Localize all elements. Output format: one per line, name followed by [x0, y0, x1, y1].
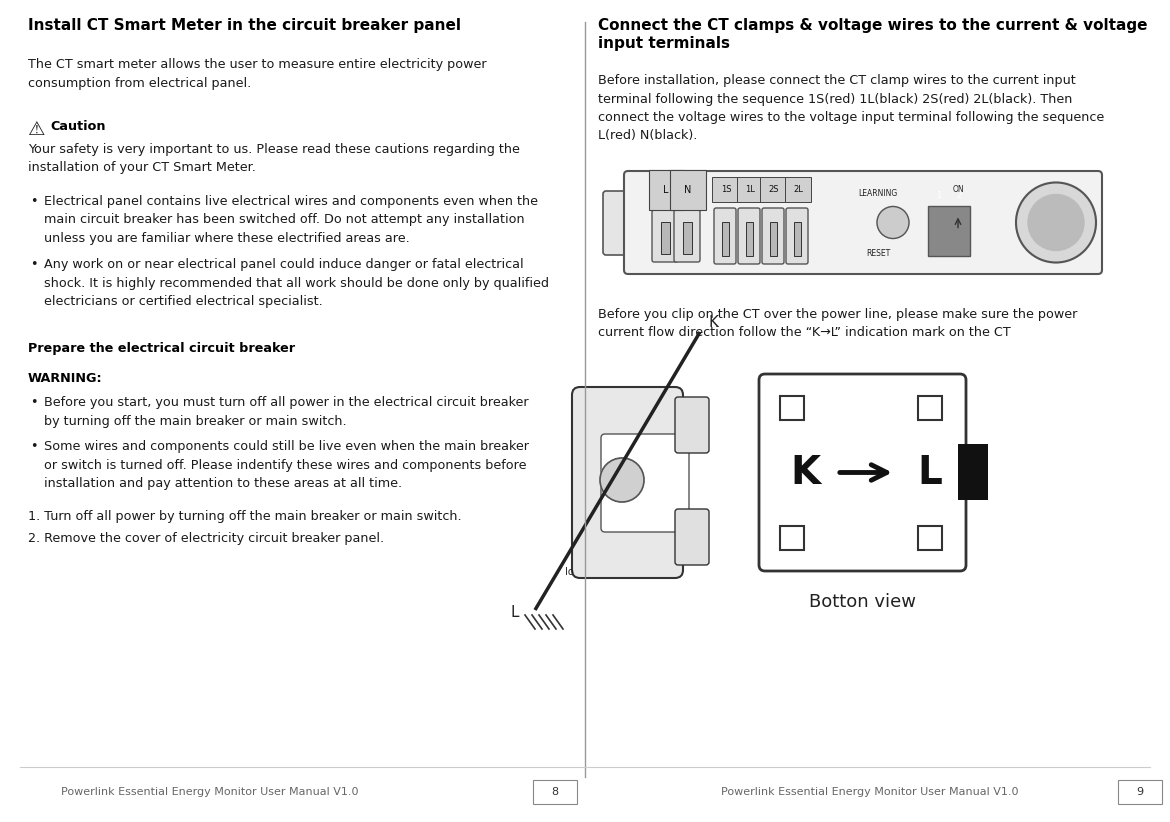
Text: 1. Turn off all power by turning off the main breaker or main switch.: 1. Turn off all power by turning off the…	[28, 510, 462, 523]
FancyBboxPatch shape	[603, 191, 633, 255]
Text: Before you clip on the CT over the power line, please make sure the power: Before you clip on the CT over the power…	[598, 308, 1078, 321]
Text: Electrical panel contains live electrical wires and components even when the
mai: Electrical panel contains live electrica…	[44, 195, 538, 245]
Text: 2. Remove the cover of electricity circuit breaker panel.: 2. Remove the cover of electricity circu…	[28, 532, 384, 545]
FancyBboxPatch shape	[762, 208, 784, 264]
Text: Prepare the electrical circuit breaker: Prepare the electrical circuit breaker	[28, 342, 295, 355]
Text: •: •	[30, 258, 37, 271]
Text: WARNING:: WARNING:	[28, 372, 103, 385]
Text: •: •	[30, 396, 37, 409]
Text: The CT smart meter allows the user to measure entire electricity power
consumpti: The CT smart meter allows the user to me…	[28, 58, 487, 90]
Text: Before installation, please connect the CT clamp wires to the current input
term: Before installation, please connect the …	[598, 74, 1104, 142]
Text: input terminals: input terminals	[598, 36, 730, 51]
Bar	[780, 526, 804, 550]
Text: •: •	[30, 440, 37, 453]
Text: Connect the CT clamps & voltage wires to the current & voltage: Connect the CT clamps & voltage wires to…	[598, 18, 1148, 33]
Text: •: •	[30, 195, 37, 208]
FancyBboxPatch shape	[652, 210, 677, 262]
Text: Some wires and components could still be live even when the main breaker
or swit: Some wires and components could still be…	[44, 440, 529, 490]
FancyBboxPatch shape	[675, 397, 709, 453]
Text: L: L	[510, 605, 519, 620]
Text: ⚠: ⚠	[28, 120, 46, 139]
Text: RESET: RESET	[866, 249, 890, 258]
Text: LEARNING: LEARNING	[859, 189, 897, 198]
FancyBboxPatch shape	[738, 208, 760, 264]
Bar	[661, 222, 670, 254]
Bar	[794, 222, 801, 256]
FancyBboxPatch shape	[759, 374, 966, 571]
Text: Any work on or near electrical panel could induce danger or fatal electrical
sho: Any work on or near electrical panel cou…	[44, 258, 549, 308]
FancyBboxPatch shape	[572, 387, 683, 578]
FancyBboxPatch shape	[674, 210, 700, 262]
Bar	[918, 396, 942, 420]
FancyBboxPatch shape	[786, 208, 808, 264]
Text: Before you start, you must turn off all power in the electrical circuit breaker
: Before you start, you must turn off all …	[44, 396, 529, 427]
Text: Botton view: Botton view	[808, 593, 916, 611]
Text: Install CT Smart Meter in the circuit breaker panel: Install CT Smart Meter in the circuit br…	[28, 18, 461, 33]
Bar	[1119, 780, 1162, 804]
Bar	[746, 222, 753, 256]
FancyBboxPatch shape	[624, 171, 1102, 274]
Text: Io: Io	[565, 567, 573, 577]
Bar	[770, 222, 777, 256]
Bar	[780, 396, 804, 420]
Bar	[918, 526, 942, 550]
Circle shape	[1016, 182, 1096, 262]
Text: 2S: 2S	[769, 185, 779, 194]
Text: L: L	[663, 185, 669, 195]
Text: 1S: 1S	[721, 185, 731, 194]
Text: L: L	[917, 454, 943, 492]
Circle shape	[1028, 195, 1083, 251]
Text: K: K	[708, 315, 718, 330]
FancyBboxPatch shape	[601, 434, 689, 532]
Text: 2: 2	[956, 191, 962, 200]
Text: 1: 1	[936, 191, 942, 200]
Bar	[958, 445, 987, 501]
Text: current flow direction follow the “K→L” indication mark on the CT: current flow direction follow the “K→L” …	[598, 326, 1011, 339]
Bar	[928, 206, 970, 256]
Text: ON: ON	[952, 185, 964, 194]
Bar	[722, 222, 729, 256]
Bar	[683, 222, 691, 254]
Text: 8: 8	[551, 787, 558, 797]
Circle shape	[600, 458, 644, 502]
Text: Powerlink Essential Energy Monitor User Manual V1.0: Powerlink Essential Energy Monitor User …	[721, 787, 1019, 797]
Bar	[534, 780, 577, 804]
FancyBboxPatch shape	[714, 208, 736, 264]
Text: 9: 9	[1136, 787, 1143, 797]
Text: 1L: 1L	[745, 185, 755, 194]
Text: K: K	[790, 454, 820, 492]
Text: Powerlink Essential Energy Monitor User Manual V1.0: Powerlink Essential Energy Monitor User …	[61, 787, 359, 797]
Circle shape	[878, 206, 909, 238]
Text: 2L: 2L	[793, 185, 803, 194]
FancyBboxPatch shape	[675, 509, 709, 565]
Text: N: N	[684, 185, 691, 195]
Text: Caution: Caution	[50, 120, 105, 133]
Text: Your safety is very important to us. Please read these cautions regarding the
in: Your safety is very important to us. Ple…	[28, 143, 519, 174]
